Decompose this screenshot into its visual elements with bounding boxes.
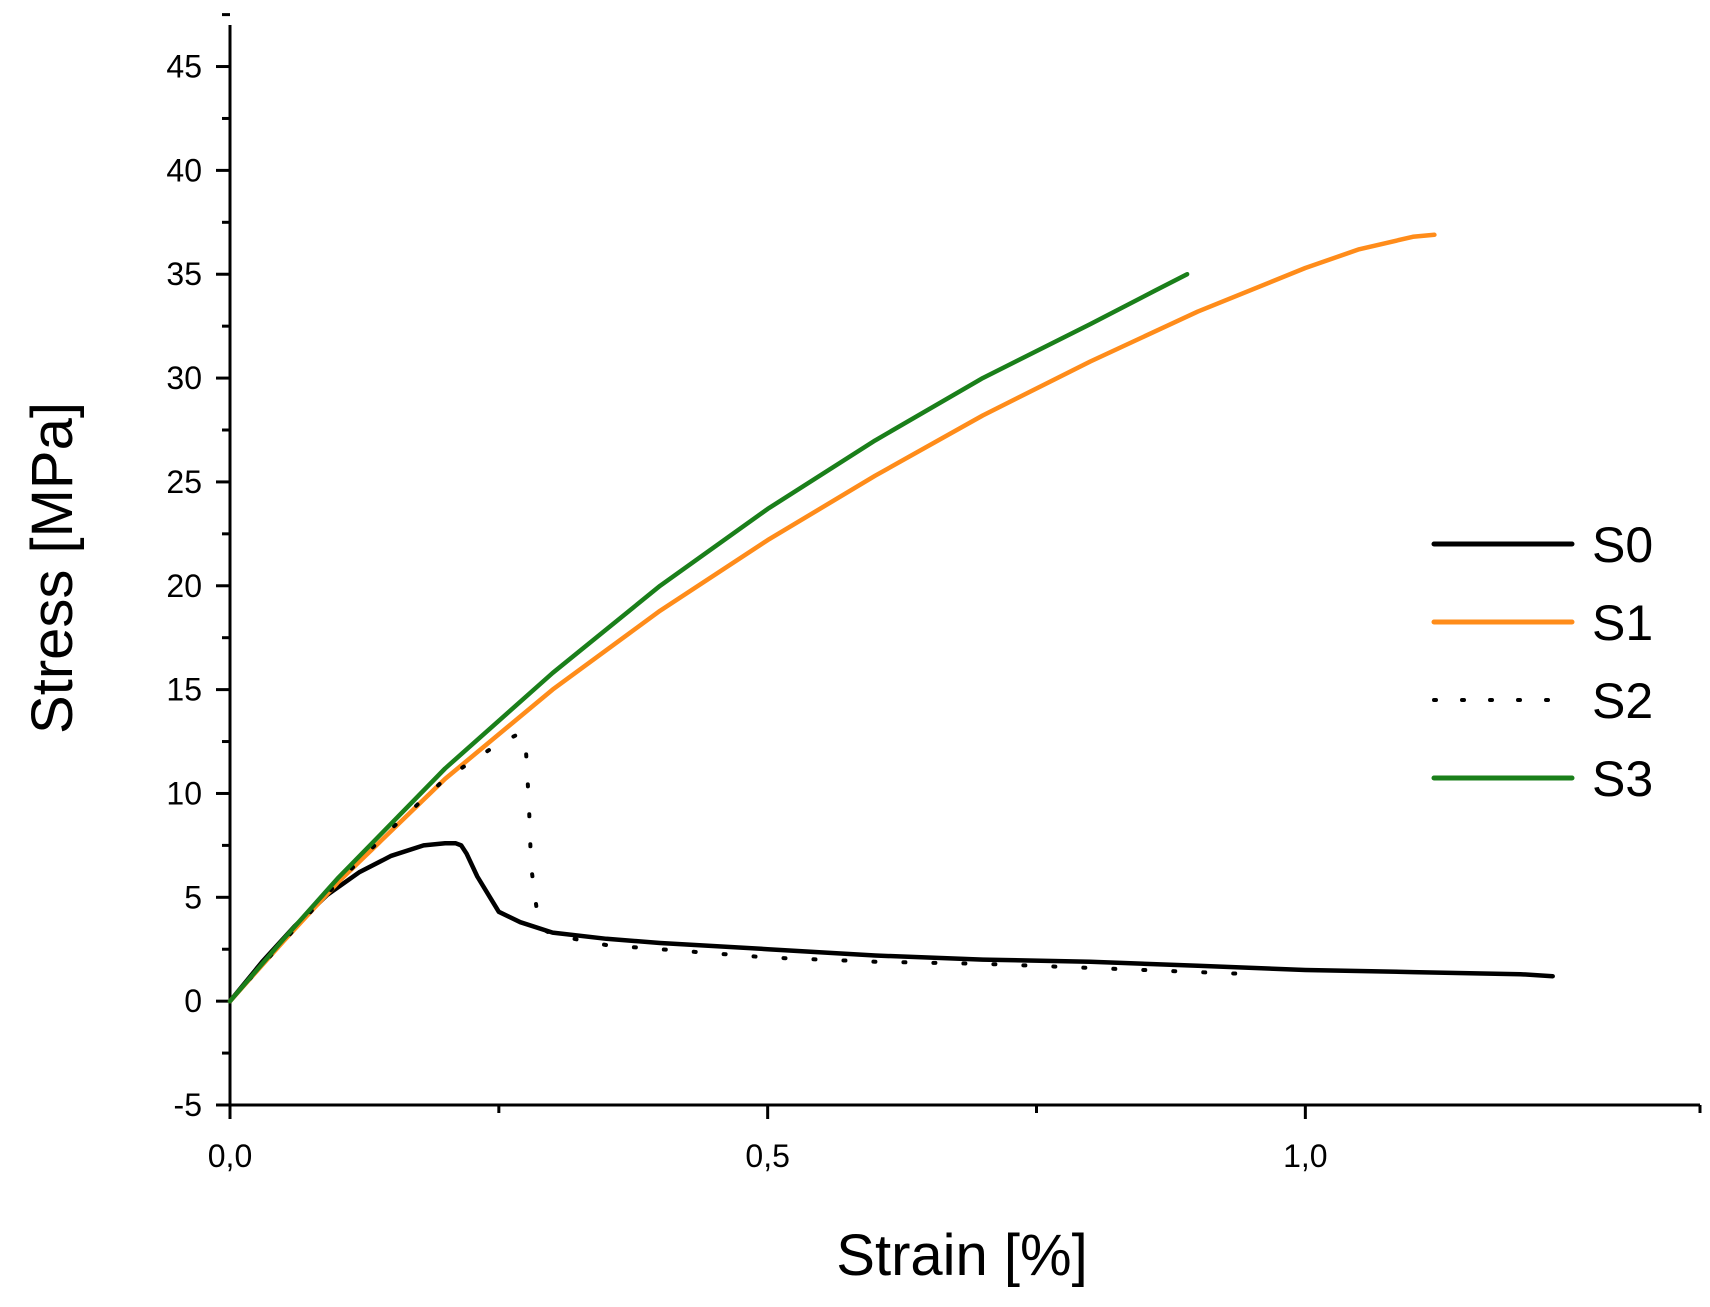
y-tick-label: 30 — [166, 360, 202, 396]
series-s1-line — [227, 232, 1437, 1004]
legend-label-s1: S1 — [1592, 595, 1653, 651]
legend: S0 S1 S2 S3 — [1431, 517, 1653, 807]
series-s2-line — [228, 731, 1254, 1004]
x-tick-label: 0,0 — [208, 1138, 252, 1174]
axes-layer: -5 0 5 10 15 20 25 30 35 40 45 0,0 0,5 1,0 — [166, 13, 1702, 1174]
legend-label-s2: S2 — [1592, 673, 1653, 729]
y-tick-label: 40 — [166, 152, 202, 188]
x-axis-title: Strain [%] — [836, 1223, 1087, 1288]
legend-label-s3: S3 — [1592, 751, 1653, 807]
y-tick-label: 10 — [166, 775, 202, 811]
y-tick-label: 35 — [166, 256, 202, 292]
y-axis-title: Stress [MPa] — [20, 402, 85, 734]
y-tick-label: 20 — [166, 568, 202, 604]
y-tick-label: 25 — [166, 464, 202, 500]
x-tick-label: 1,0 — [1283, 1138, 1327, 1174]
y-tick-label: 45 — [166, 49, 202, 85]
y-tick-label: 15 — [166, 672, 202, 708]
series-s0-line — [227, 841, 1555, 1004]
series-layer — [227, 232, 1555, 1004]
y-tick-label: 5 — [184, 879, 202, 915]
x-tick-label: 0,5 — [745, 1138, 789, 1174]
series-s3-line — [227, 271, 1190, 1004]
y-tick-label: 0 — [184, 983, 202, 1019]
y-tick-label: -5 — [174, 1087, 202, 1123]
legend-label-s0: S0 — [1592, 517, 1653, 573]
